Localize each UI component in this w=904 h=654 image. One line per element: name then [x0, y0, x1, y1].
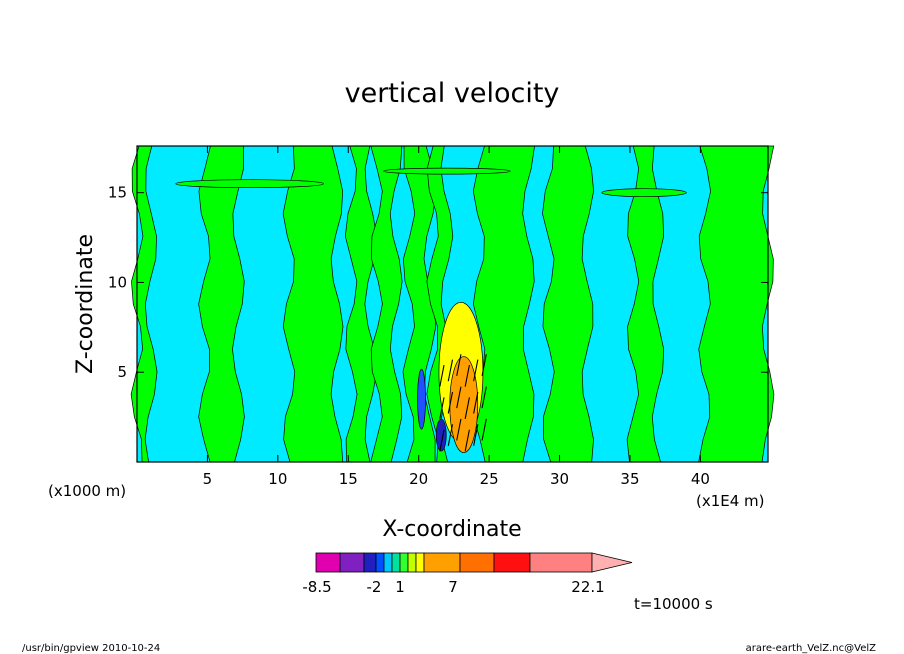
contour-line [473, 391, 479, 414]
contour-line [481, 418, 487, 441]
chart-title: vertical velocity [345, 78, 560, 109]
colorbar-swatch [459, 552, 495, 573]
x-tick-label: 40 [691, 470, 710, 488]
x-tick-label: 5 [203, 470, 213, 488]
colorbar-swatch [391, 552, 401, 573]
colorbar-label: 22.1 [571, 578, 604, 596]
contour-line [464, 397, 470, 420]
colorbar-swatch [529, 552, 593, 573]
x-tick-label: 20 [409, 470, 428, 488]
x-axis: 5 10 15 20 25 30 35 40 [203, 146, 710, 488]
core-downdraft [417, 368, 426, 430]
positive-region [601, 188, 687, 198]
contour-line [473, 359, 479, 382]
updraft-core [417, 301, 487, 453]
footer-left: /usr/bin/gpview 2010-10-24 [22, 643, 160, 654]
x-unit-right: (x1E4 m) [696, 492, 765, 510]
time-label: t=10000 s [634, 595, 713, 613]
colorbar-swatch [339, 552, 365, 573]
plot-frame [136, 145, 769, 463]
x-tick-label: 30 [550, 470, 569, 488]
plot-area [130, 145, 775, 463]
contour-line [481, 386, 487, 409]
positive-region [198, 145, 245, 463]
colorbar-swatch [315, 552, 341, 573]
x-axis-label: X-coordinate [382, 517, 521, 542]
positive-region [282, 145, 344, 463]
contour-line [439, 397, 445, 420]
y-axis: 5 10 15 [108, 184, 768, 381]
colorbar-swatch [383, 552, 393, 573]
y-tick-label: 10 [108, 273, 127, 291]
contour-line [439, 364, 445, 387]
colorbar-swatch [399, 552, 409, 573]
contour-line [464, 364, 470, 387]
y-tick-label: 5 [117, 363, 127, 381]
colorbar-swatch [363, 552, 377, 573]
y-axis-label: Z-coordinate [73, 234, 98, 374]
positive-region [383, 167, 511, 175]
footer-right: arare-earth_VelZ.nc@VelZ [746, 643, 877, 654]
contour-line [481, 354, 487, 376]
colorbar-label: -2 [367, 578, 382, 596]
y-tick-label: 15 [108, 184, 127, 202]
colorbar-swatch [375, 552, 385, 573]
colorbar-label: 1 [395, 578, 405, 596]
colorbar-label: 7 [448, 578, 458, 596]
contour-line [473, 424, 479, 446]
colorbar-swatch [423, 552, 461, 573]
colorbar: -8.5 -2 1 7 22.1 [302, 552, 633, 596]
core-orange [449, 356, 479, 453]
contour-line [464, 429, 470, 452]
colorbar-swatch [415, 552, 425, 573]
contour-line [447, 391, 454, 414]
colorbar-swatch [407, 552, 417, 573]
x-tick-label: 35 [620, 470, 639, 488]
x-tick-label: 25 [480, 470, 499, 488]
colorbar-label: -8.5 [302, 578, 331, 596]
positive-region [542, 145, 594, 463]
contour-line [439, 429, 445, 452]
positive-region [175, 179, 324, 189]
contour-line [456, 386, 462, 409]
contour-line [447, 424, 454, 446]
x-unit-left: (x1000 m) [48, 482, 126, 500]
contour-line [456, 354, 462, 376]
contour-line [456, 418, 462, 441]
core-downdraft [435, 418, 447, 452]
colorbar-extension [591, 552, 633, 573]
x-tick-label: 15 [339, 470, 358, 488]
colorbar-swatch [493, 552, 531, 573]
positive-velocity-regions [130, 145, 775, 463]
x-tick-label: 10 [268, 470, 287, 488]
contour-line [447, 359, 454, 382]
